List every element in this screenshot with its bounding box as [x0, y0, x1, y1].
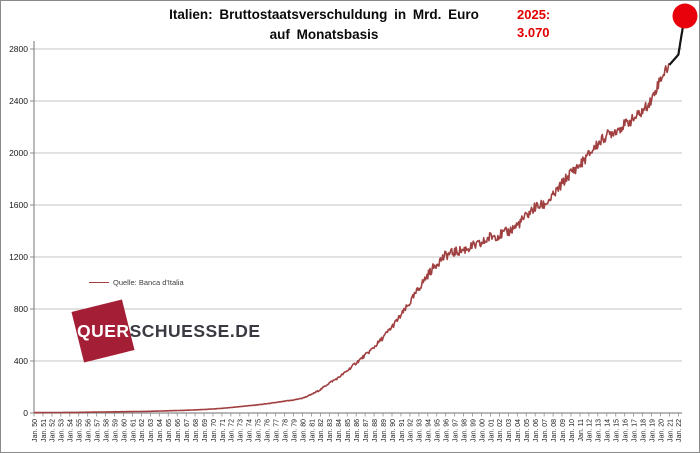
svg-text:Jan. 08: Jan. 08 — [551, 419, 558, 442]
svg-text:Jan. 71: Jan. 71 — [220, 419, 227, 442]
svg-text:Jan. 05: Jan. 05 — [524, 419, 531, 442]
svg-text:Jan. 84: Jan. 84 — [336, 419, 343, 442]
svg-text:Jan. 72: Jan. 72 — [229, 419, 236, 442]
svg-text:Jan. 09: Jan. 09 — [560, 419, 567, 442]
svg-text:Jan. 86: Jan. 86 — [354, 419, 361, 442]
annotation-value: 3.070 — [517, 25, 550, 40]
svg-text:Jan. 77: Jan. 77 — [273, 419, 280, 442]
svg-text:Jan. 16: Jan. 16 — [623, 419, 630, 442]
svg-text:Jan. 22: Jan. 22 — [676, 419, 683, 442]
svg-text:Jan. 00: Jan. 00 — [479, 419, 486, 442]
svg-text:Jan. 53: Jan. 53 — [59, 419, 66, 442]
svg-text:Jan. 02: Jan. 02 — [497, 419, 504, 442]
watermark-text-highlight: QUER — [77, 321, 130, 341]
svg-text:Jan. 52: Jan. 52 — [50, 419, 57, 442]
svg-text:Jan. 90: Jan. 90 — [390, 419, 397, 442]
svg-text:Jan. 75: Jan. 75 — [256, 419, 263, 442]
svg-text:Jan. 50: Jan. 50 — [32, 419, 39, 442]
legend-line-swatch — [89, 282, 109, 283]
svg-text:Jan. 76: Jan. 76 — [265, 419, 272, 442]
svg-text:Jan. 51: Jan. 51 — [41, 419, 48, 442]
svg-text:Jan. 57: Jan. 57 — [94, 419, 101, 442]
svg-text:Jan. 79: Jan. 79 — [291, 419, 298, 442]
svg-text:Jan. 65: Jan. 65 — [166, 419, 173, 442]
svg-text:Jan. 93: Jan. 93 — [417, 419, 424, 442]
svg-text:Jan. 12: Jan. 12 — [587, 419, 594, 442]
svg-text:Jan. 19: Jan. 19 — [649, 419, 656, 442]
latest-value-annotation: 2025: 3.070 — [517, 6, 550, 42]
svg-text:2000: 2000 — [9, 148, 28, 158]
svg-text:Jan. 58: Jan. 58 — [103, 419, 110, 442]
svg-text:Jan. 91: Jan. 91 — [399, 419, 406, 442]
svg-text:Jan. 85: Jan. 85 — [345, 419, 352, 442]
svg-text:Jan. 78: Jan. 78 — [282, 419, 289, 442]
svg-text:Jan. 66: Jan. 66 — [175, 419, 182, 442]
svg-text:Jan. 17: Jan. 17 — [631, 419, 638, 442]
svg-text:Jan. 11: Jan. 11 — [578, 419, 585, 442]
svg-text:Jan. 97: Jan. 97 — [452, 419, 459, 442]
svg-text:Jan. 88: Jan. 88 — [372, 419, 379, 442]
svg-text:1600: 1600 — [9, 200, 28, 210]
svg-text:Jan. 87: Jan. 87 — [363, 419, 370, 442]
svg-text:Jan. 61: Jan. 61 — [130, 419, 137, 442]
highlight-dot — [672, 3, 698, 29]
watermark-text: QUERSCHUESSE.DE — [77, 321, 261, 342]
svg-text:Jan. 96: Jan. 96 — [444, 419, 451, 442]
svg-text:Jan. 69: Jan. 69 — [202, 419, 209, 442]
svg-text:Jan. 92: Jan. 92 — [408, 419, 415, 442]
svg-text:Jan. 98: Jan. 98 — [461, 419, 468, 442]
annotation-year: 2025: — [517, 7, 551, 22]
svg-text:Jan. 67: Jan. 67 — [184, 419, 191, 442]
svg-text:Jan. 62: Jan. 62 — [139, 419, 146, 442]
svg-text:2800: 2800 — [9, 44, 28, 54]
svg-text:Jan. 06: Jan. 06 — [533, 419, 540, 442]
title-line-1: Italien: Bruttostaatsverschuldung in Mrd… — [169, 7, 479, 22]
svg-text:Jan. 21: Jan. 21 — [667, 419, 674, 442]
legend: Quelle: Banca d'Italia — [89, 278, 184, 287]
title-line-2: auf Monatsbasis — [269, 27, 379, 42]
svg-text:1200: 1200 — [9, 252, 28, 262]
svg-text:Jan. 95: Jan. 95 — [435, 419, 442, 442]
svg-text:Jan. 68: Jan. 68 — [193, 419, 200, 442]
svg-text:Jan. 82: Jan. 82 — [318, 419, 325, 442]
svg-text:Jan. 54: Jan. 54 — [68, 419, 75, 442]
svg-text:2400: 2400 — [9, 96, 28, 106]
svg-text:Jan. 59: Jan. 59 — [112, 419, 119, 442]
svg-text:Jan. 15: Jan. 15 — [614, 419, 621, 442]
svg-text:0: 0 — [23, 408, 28, 418]
svg-text:Jan. 94: Jan. 94 — [426, 419, 433, 442]
svg-text:Jan. 89: Jan. 89 — [381, 419, 388, 442]
svg-text:Jan. 03: Jan. 03 — [506, 419, 513, 442]
svg-text:Jan. 04: Jan. 04 — [515, 419, 522, 442]
legend-label: Quelle: Banca d'Italia — [113, 278, 184, 287]
svg-text:Jan. 20: Jan. 20 — [658, 419, 665, 442]
page-title: Italien: Bruttostaatsverschuldung in Mrd… — [31, 5, 617, 45]
svg-text:Jan. 60: Jan. 60 — [121, 419, 128, 442]
svg-text:Jan. 10: Jan. 10 — [569, 419, 576, 442]
svg-text:Jan. 13: Jan. 13 — [596, 419, 603, 442]
querschuesse-watermark: QUERSCHUESSE.DE — [67, 297, 260, 372]
svg-text:Jan. 55: Jan. 55 — [77, 419, 84, 442]
svg-text:Jan. 70: Jan. 70 — [211, 419, 218, 442]
svg-text:Jan. 56: Jan. 56 — [86, 419, 93, 442]
svg-text:800: 800 — [14, 304, 28, 314]
svg-text:Jan. 74: Jan. 74 — [247, 419, 254, 442]
svg-text:Jan. 18: Jan. 18 — [640, 419, 647, 442]
watermark-text-rest: SCHUESSE.DE — [129, 321, 261, 341]
svg-text:400: 400 — [14, 356, 28, 366]
svg-text:Jan. 73: Jan. 73 — [238, 419, 245, 442]
svg-text:Jan. 14: Jan. 14 — [605, 419, 612, 442]
svg-text:Jan. 81: Jan. 81 — [309, 419, 316, 442]
svg-text:Jan. 01: Jan. 01 — [488, 419, 495, 442]
svg-text:Jan. 07: Jan. 07 — [542, 419, 549, 442]
svg-text:Jan. 64: Jan. 64 — [157, 419, 164, 442]
svg-text:Jan. 99: Jan. 99 — [470, 419, 477, 442]
svg-text:Jan. 63: Jan. 63 — [148, 419, 155, 442]
svg-text:Jan. 80: Jan. 80 — [300, 419, 307, 442]
svg-text:Jan. 83: Jan. 83 — [327, 419, 334, 442]
